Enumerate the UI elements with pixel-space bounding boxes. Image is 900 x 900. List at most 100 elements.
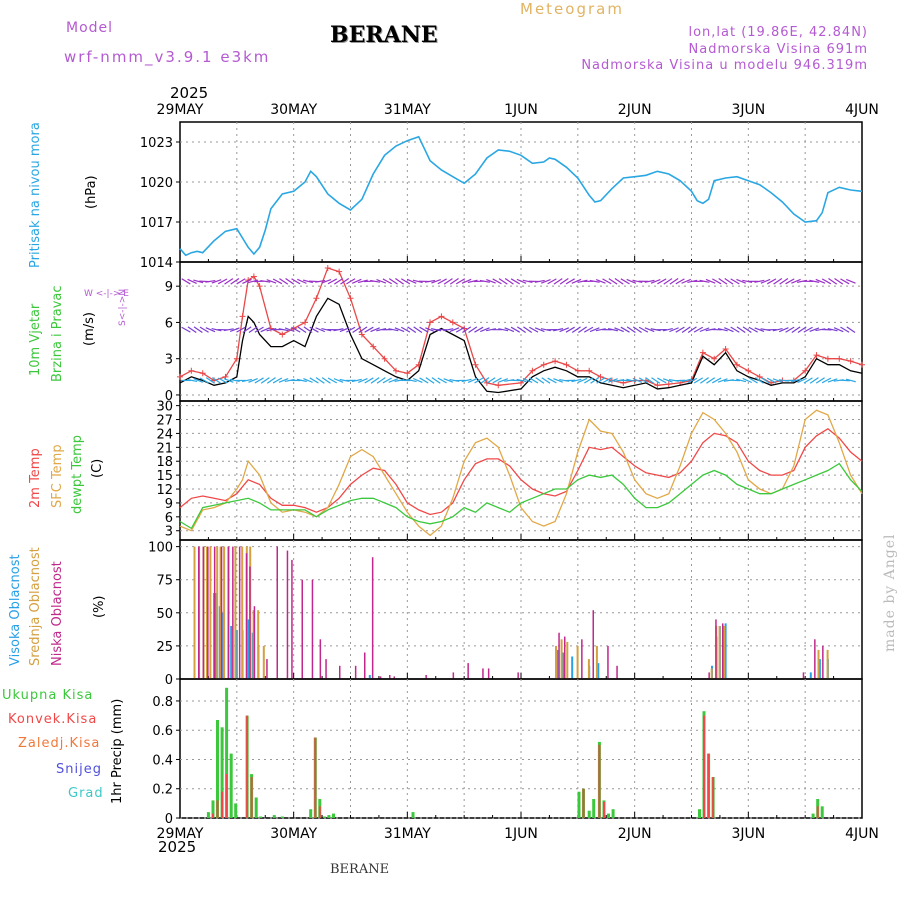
wind-barb <box>791 278 801 284</box>
wind-barb <box>284 378 295 383</box>
year-top: 2025 <box>170 84 209 102</box>
wind-barb <box>461 278 472 284</box>
bar <box>616 665 618 679</box>
wind-barb <box>333 378 344 383</box>
wind-gust-marker <box>495 382 502 389</box>
bar <box>232 546 234 679</box>
bar <box>708 672 710 679</box>
wind-barb <box>833 327 844 333</box>
wind-barb <box>797 377 807 384</box>
series-line <box>179 409 863 537</box>
wind-barb <box>809 279 820 283</box>
wind-barb <box>626 378 637 383</box>
wind-barb <box>845 378 856 383</box>
bar <box>318 806 321 818</box>
wind-barb <box>644 279 655 283</box>
wind-barb <box>412 377 423 383</box>
wind-barb <box>626 326 636 333</box>
wind-barb <box>303 326 313 333</box>
bar <box>607 813 610 818</box>
y-tick-label: 21 <box>156 441 173 456</box>
wind-barb <box>809 327 820 333</box>
wind-barb <box>394 327 405 333</box>
wind-barb <box>571 278 582 284</box>
wind-barb <box>212 377 221 384</box>
y-tick-label: 25 <box>156 640 173 655</box>
wind-barb <box>315 279 326 283</box>
y-tick-label: 100 <box>148 541 173 556</box>
bar <box>826 649 829 679</box>
wind-gust-marker <box>563 361 570 368</box>
wind-barb <box>236 326 246 333</box>
wind-barb <box>370 377 380 384</box>
wind-barb <box>291 326 301 333</box>
meteogram-label: Meteogram <box>520 0 624 18</box>
wind-barb <box>681 278 692 284</box>
y-tick-label: 0.6 <box>152 724 173 739</box>
wind-barb <box>340 278 350 285</box>
bar <box>225 687 229 818</box>
wind-barb <box>595 278 606 284</box>
wind-barb <box>424 279 436 283</box>
wind-barb <box>309 326 319 333</box>
wind-gust-marker <box>370 343 377 350</box>
wind-gust-marker <box>733 361 740 368</box>
panel-frame <box>179 121 863 263</box>
wind-gust-marker <box>472 361 479 368</box>
lonlat-label: lon,lat (19.86E, 42.84N) <box>688 25 868 40</box>
wind-gust-marker <box>404 370 411 377</box>
y-tick-label: 1014 <box>140 256 173 271</box>
wind-barb <box>712 278 722 285</box>
wind-barb <box>645 377 655 384</box>
bar <box>607 645 609 679</box>
bar <box>246 715 249 818</box>
wind-barb <box>339 327 350 333</box>
wind-gust-marker <box>722 346 729 353</box>
bar <box>556 649 559 679</box>
wind-barb <box>498 378 509 383</box>
wind-barb <box>181 326 191 333</box>
wind-gust-marker <box>654 382 661 389</box>
bar <box>814 639 816 679</box>
bar <box>820 806 824 818</box>
wind-gust-marker <box>313 295 320 302</box>
wind-barb <box>846 326 856 333</box>
time-label-bottom: 29MAY <box>157 826 204 842</box>
wind-barb <box>205 377 215 384</box>
wind-barb <box>827 327 838 332</box>
bar <box>206 546 208 679</box>
panel-1: 0 3 6 9 <box>165 261 865 404</box>
bar <box>211 800 215 818</box>
bar <box>311 579 314 679</box>
time-label-bottom: 3JUN <box>731 826 765 842</box>
panel-frame <box>179 678 863 819</box>
bar <box>576 645 579 679</box>
wind-barb <box>376 328 387 332</box>
wind-barb <box>620 278 630 285</box>
wind-barb <box>279 278 289 285</box>
bar <box>230 626 233 679</box>
wind-barb <box>607 328 619 332</box>
wind-barb <box>248 377 258 383</box>
wind-barb <box>455 326 466 333</box>
wind-barb <box>717 327 728 332</box>
wind-barb <box>223 328 234 332</box>
wind-barb <box>297 278 307 284</box>
wind-barb <box>608 378 618 383</box>
model-name: wrf-nmm_v3.9.1 e3km <box>64 48 271 66</box>
wind-barb <box>754 279 765 283</box>
bar <box>562 652 565 679</box>
wind-barb <box>638 377 649 384</box>
wind-barb <box>516 278 527 284</box>
bar <box>592 799 596 818</box>
wind-barb <box>193 378 204 383</box>
wind-barb <box>718 278 728 285</box>
wind-barb <box>504 327 515 333</box>
wind-barb <box>376 279 387 284</box>
bar <box>411 812 415 818</box>
wind-barb <box>352 326 362 333</box>
wind-barb <box>510 326 521 333</box>
wind-gust-marker <box>381 355 388 362</box>
wind-barb <box>327 377 338 384</box>
